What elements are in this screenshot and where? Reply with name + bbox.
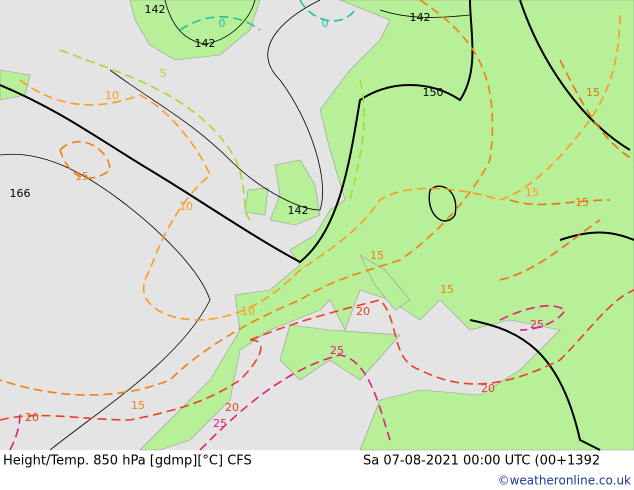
contour-label: 20: [481, 382, 495, 395]
contour-label: 5: [160, 67, 167, 80]
contour-label: 25: [213, 417, 227, 430]
contour-label: 25: [330, 344, 344, 357]
contour-label: 15: [525, 186, 539, 199]
contour-label: 15: [575, 196, 589, 209]
contour-label: 142: [145, 3, 166, 16]
credit: ©weatheronline.co.uk: [498, 474, 631, 488]
contour-label: 20: [225, 401, 239, 414]
contour-label: 10: [179, 200, 193, 213]
contour-label: 0: [322, 17, 329, 30]
contour-label: 15: [75, 170, 89, 183]
contour-label: 142: [195, 37, 216, 50]
contour-label: 10: [105, 89, 119, 102]
contour-label: 142: [410, 11, 431, 24]
contour-label: 20: [356, 305, 370, 318]
contour-label: 15: [370, 249, 384, 262]
contour-label: 15: [440, 283, 454, 296]
land: [0, 0, 634, 451]
contour-label: 10: [241, 305, 255, 318]
contour-label: 25: [530, 318, 544, 331]
contour-label: 15: [131, 399, 145, 412]
contours: [0, 0, 634, 451]
valid-time: Sa 07-08-2021 00:00 UTC (00+1392: [363, 454, 600, 469]
contour-label: 15: [586, 86, 600, 99]
contour-label: 20: [25, 411, 39, 424]
contour-label: 142: [288, 204, 309, 217]
contour-label: 150: [423, 86, 444, 99]
contour-label: 0: [219, 17, 226, 30]
map-title: Height/Temp. 850 hPa [gdmp][°C] CFS: [3, 454, 252, 469]
contour-label: 166: [10, 187, 31, 200]
